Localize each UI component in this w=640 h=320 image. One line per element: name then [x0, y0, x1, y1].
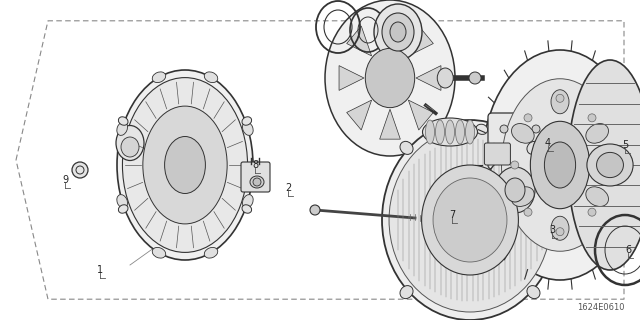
Ellipse shape [426, 120, 435, 144]
Ellipse shape [502, 79, 618, 251]
Ellipse shape [143, 106, 227, 224]
Circle shape [524, 114, 532, 122]
Ellipse shape [422, 118, 477, 146]
Ellipse shape [437, 68, 453, 88]
Ellipse shape [382, 120, 558, 320]
Text: 8: 8 [252, 160, 258, 170]
Ellipse shape [365, 48, 415, 108]
Polygon shape [380, 109, 401, 139]
Ellipse shape [374, 4, 422, 60]
Ellipse shape [152, 247, 166, 258]
Ellipse shape [116, 125, 144, 161]
Polygon shape [408, 100, 433, 130]
Ellipse shape [596, 152, 623, 178]
Ellipse shape [117, 195, 127, 208]
Circle shape [500, 153, 508, 161]
Text: 6: 6 [625, 245, 631, 255]
Text: 4: 4 [545, 138, 551, 148]
Ellipse shape [433, 178, 507, 262]
Ellipse shape [242, 117, 252, 125]
Ellipse shape [485, 155, 545, 225]
Ellipse shape [551, 216, 569, 240]
Ellipse shape [243, 195, 253, 208]
Ellipse shape [435, 120, 445, 144]
Circle shape [72, 162, 88, 178]
Ellipse shape [243, 122, 253, 135]
Ellipse shape [465, 120, 474, 144]
Ellipse shape [568, 60, 640, 270]
Ellipse shape [117, 122, 127, 135]
Text: 2: 2 [285, 183, 291, 193]
Ellipse shape [632, 124, 640, 134]
Circle shape [601, 161, 609, 169]
Ellipse shape [122, 78, 248, 252]
Ellipse shape [505, 178, 525, 202]
Ellipse shape [325, 0, 455, 156]
Ellipse shape [587, 144, 633, 186]
Ellipse shape [400, 286, 413, 299]
Ellipse shape [527, 141, 540, 154]
Polygon shape [380, 17, 401, 47]
Circle shape [532, 125, 540, 133]
Text: 9: 9 [62, 175, 68, 185]
FancyBboxPatch shape [488, 113, 548, 169]
Ellipse shape [476, 124, 488, 134]
Circle shape [524, 208, 532, 216]
Ellipse shape [456, 120, 465, 144]
Polygon shape [347, 26, 372, 56]
Ellipse shape [389, 128, 551, 312]
Circle shape [310, 205, 320, 215]
Ellipse shape [445, 120, 454, 144]
Ellipse shape [382, 13, 414, 51]
Circle shape [500, 125, 508, 133]
Ellipse shape [551, 90, 569, 114]
Circle shape [556, 94, 564, 102]
Circle shape [469, 72, 481, 84]
Text: 1: 1 [97, 265, 103, 275]
Ellipse shape [632, 196, 640, 206]
Circle shape [588, 114, 596, 122]
Ellipse shape [118, 205, 128, 213]
Text: 1624E0610: 1624E0610 [577, 303, 625, 312]
Ellipse shape [482, 50, 638, 280]
Ellipse shape [495, 167, 535, 213]
Ellipse shape [531, 121, 589, 209]
Circle shape [511, 161, 519, 169]
Ellipse shape [204, 72, 218, 83]
Polygon shape [339, 66, 364, 90]
Ellipse shape [545, 142, 575, 188]
FancyBboxPatch shape [241, 162, 270, 192]
Text: 5: 5 [622, 140, 628, 150]
Circle shape [532, 153, 540, 161]
Circle shape [253, 178, 261, 186]
Ellipse shape [511, 124, 534, 143]
Ellipse shape [117, 70, 253, 260]
Ellipse shape [242, 205, 252, 213]
Circle shape [588, 208, 596, 216]
Ellipse shape [164, 137, 205, 194]
Ellipse shape [400, 141, 413, 154]
Ellipse shape [476, 196, 488, 206]
Ellipse shape [118, 117, 128, 125]
Polygon shape [416, 66, 441, 90]
Ellipse shape [152, 72, 166, 83]
Text: 7: 7 [449, 210, 455, 220]
Polygon shape [408, 26, 433, 56]
Ellipse shape [511, 187, 534, 206]
Circle shape [556, 228, 564, 236]
Ellipse shape [390, 22, 406, 42]
Ellipse shape [422, 165, 518, 275]
Ellipse shape [586, 187, 609, 206]
Ellipse shape [250, 176, 264, 188]
Ellipse shape [586, 124, 609, 143]
Polygon shape [347, 100, 372, 130]
Text: 3: 3 [549, 225, 555, 235]
Ellipse shape [121, 137, 139, 157]
FancyBboxPatch shape [484, 143, 511, 165]
Ellipse shape [204, 247, 218, 258]
Ellipse shape [527, 286, 540, 299]
